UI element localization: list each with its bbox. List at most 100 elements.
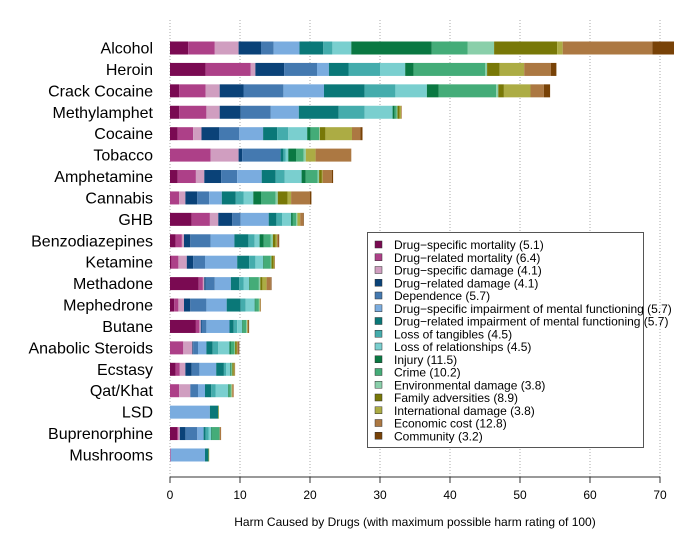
bar-segment	[211, 384, 216, 398]
bar-segment	[260, 298, 261, 312]
bar-segment	[652, 41, 674, 55]
bar-segment	[179, 105, 207, 119]
bar-segment	[218, 212, 233, 226]
bar-segment	[232, 362, 234, 376]
bar-segment	[190, 234, 211, 248]
bar-segment	[298, 105, 339, 119]
bar-segment	[226, 362, 231, 376]
bar-segment	[243, 191, 254, 205]
category-label: Cannabis	[85, 190, 153, 207]
bar-segment	[209, 212, 219, 226]
legend-entry: International damage (3.8)	[394, 404, 535, 418]
bar-segment	[263, 127, 278, 141]
bar-segment	[276, 212, 282, 226]
legend-swatch	[374, 291, 383, 300]
bar-segment	[261, 191, 276, 205]
bar-segment	[395, 84, 427, 98]
bar-segment	[177, 170, 196, 184]
x-axis-label: Harm Caused by Drugs (with maximum possi…	[234, 515, 595, 529]
legend-entry: Loss of tangibles (4.5)	[394, 327, 512, 341]
bar-segment	[181, 234, 184, 248]
bar-segment	[299, 41, 324, 55]
bar-segment	[234, 341, 236, 355]
legend-entry: Drug−specific impairment of mental funct…	[394, 302, 672, 316]
legend-swatch	[374, 368, 383, 376]
bar-segment	[171, 255, 179, 269]
legend-entry: Injury (11.5)	[394, 353, 457, 367]
bar-segment	[203, 427, 206, 441]
bar-segment	[179, 191, 186, 205]
bar-segment	[240, 212, 269, 226]
bar-segment	[230, 362, 232, 376]
bar-segment	[170, 41, 189, 55]
bar-segment	[338, 105, 365, 119]
bar-segment	[184, 298, 191, 312]
bar-segment	[212, 341, 219, 355]
bar-segment	[305, 148, 316, 162]
bar-segment	[255, 255, 264, 269]
legend-entry: Community (3.2)	[394, 429, 483, 443]
bar-segment	[397, 105, 400, 119]
bar-segment	[223, 362, 226, 376]
legend-entry: Family adversities (8.9)	[394, 391, 518, 405]
category-label: Ketamine	[85, 255, 153, 272]
bar-segment	[260, 277, 263, 291]
bar-segment	[310, 191, 312, 205]
category-label: Butane	[102, 319, 153, 336]
bar-segment	[179, 84, 206, 98]
bar-segment	[319, 170, 322, 184]
bar-segment	[174, 298, 179, 312]
bar-segment	[562, 41, 653, 55]
bar-segment	[170, 148, 211, 162]
bar-segment	[214, 41, 239, 55]
bar-segment	[202, 277, 205, 291]
bar-segment	[273, 41, 300, 55]
category-label: Alcohol	[101, 41, 153, 58]
category-label: Methadone	[73, 276, 153, 293]
bar-segment	[170, 84, 180, 98]
category-label: Qat/Khat	[90, 383, 154, 400]
bar-segment	[259, 234, 264, 248]
bar-segment	[229, 319, 234, 333]
bar-segment	[351, 41, 432, 55]
bar-segment	[550, 62, 557, 76]
category-label: Anabolic Steroids	[28, 340, 153, 357]
bar-segment	[240, 298, 246, 312]
bar-segment	[198, 341, 207, 355]
bar-segment	[250, 62, 256, 76]
bar-segment	[255, 298, 259, 312]
bar-segment	[206, 341, 213, 355]
bar-segment	[324, 84, 365, 98]
bar-segment	[175, 362, 180, 376]
bar-segment	[277, 127, 289, 141]
bar-segment	[317, 62, 329, 76]
x-tick-label: 50	[513, 488, 527, 502]
bar-segment	[219, 427, 222, 441]
bar-segment	[270, 234, 273, 248]
bar-segment	[323, 41, 333, 55]
legend-swatch	[374, 419, 383, 427]
bar-segment	[198, 277, 203, 291]
legend-entry: Drug−related impairment of mental functi…	[394, 315, 668, 329]
legend-swatch	[374, 279, 383, 287]
bar-segment	[230, 277, 240, 291]
bar-segment	[263, 234, 271, 248]
bar-segment	[352, 127, 361, 141]
bar-segment	[254, 298, 256, 312]
bar-segment	[204, 170, 222, 184]
x-axis: 0 10 20 30 40 50 60 70	[167, 476, 667, 502]
bar-segment	[234, 234, 249, 248]
bar-segment	[249, 277, 250, 291]
bar-segment	[183, 341, 193, 355]
bar-segment	[524, 62, 551, 76]
category-labels: Alcohol Heroin Crack Cocaine Methylamphet Co…	[28, 41, 153, 465]
bar-segment	[229, 341, 231, 355]
bar-segment	[405, 62, 414, 76]
bar-segment	[247, 319, 249, 333]
category-label: GHB	[118, 212, 153, 229]
bar-segment	[348, 62, 380, 76]
bar-segment	[270, 105, 299, 119]
bar-segment	[275, 234, 278, 248]
bar-segment	[268, 212, 277, 226]
